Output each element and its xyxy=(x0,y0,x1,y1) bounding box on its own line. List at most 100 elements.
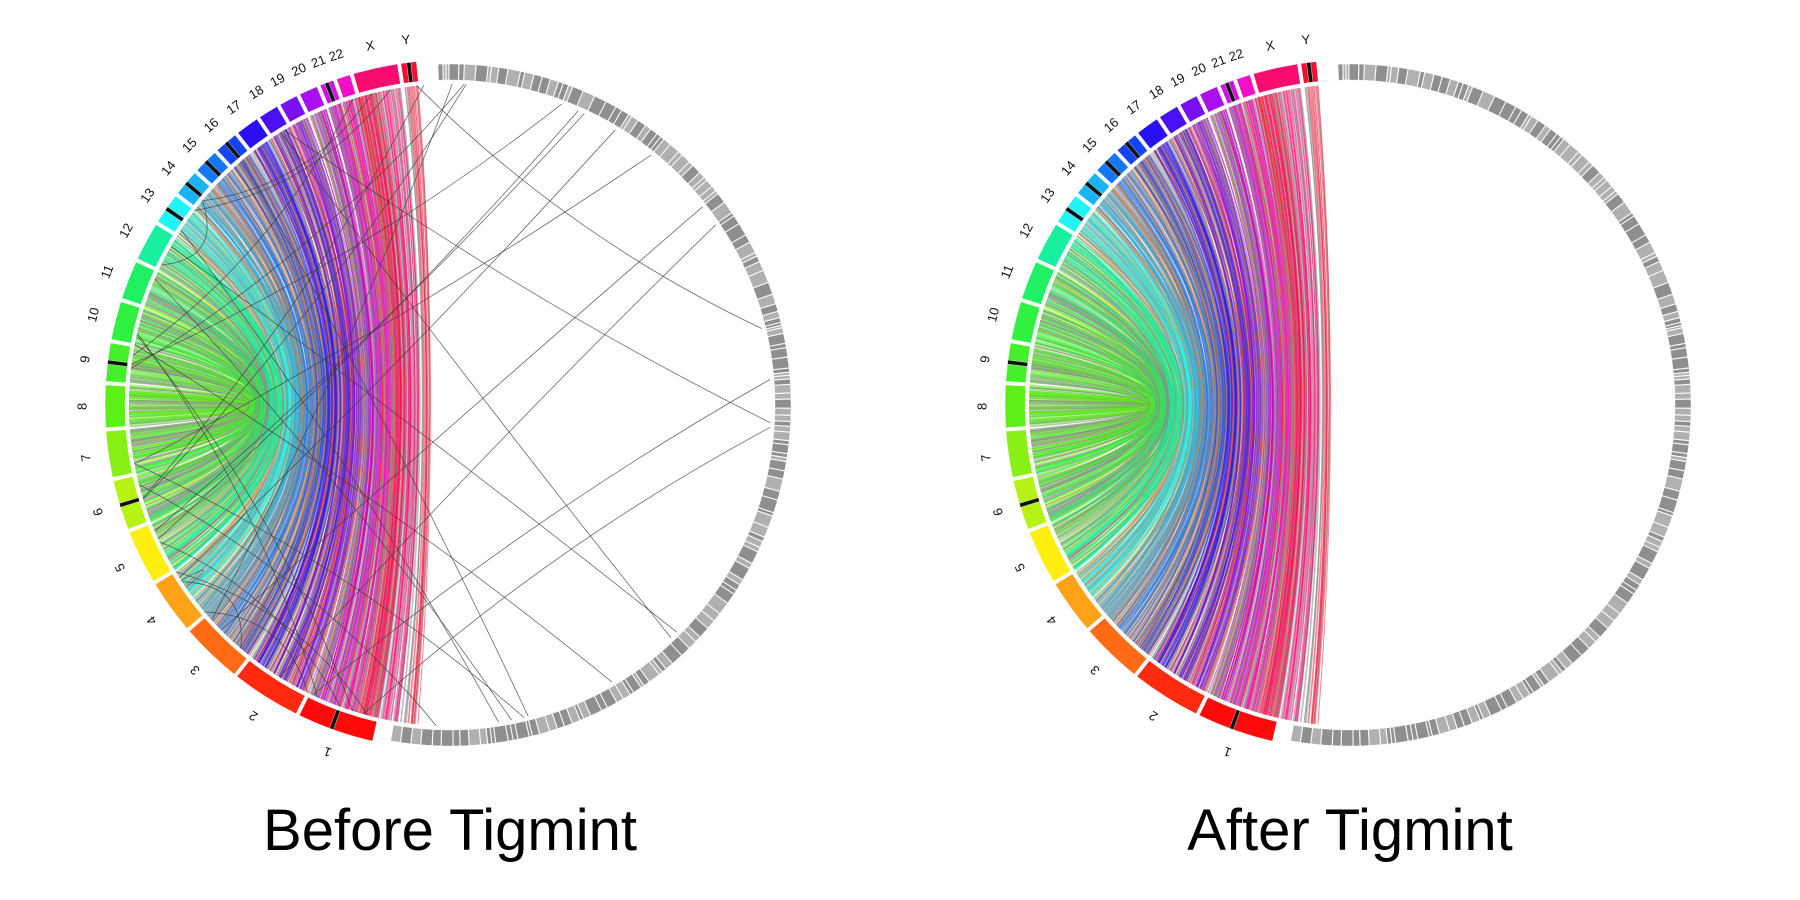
alignment-link xyxy=(366,94,399,716)
chromosome-4 xyxy=(1055,573,1103,629)
misassembly-link xyxy=(202,93,373,202)
assembly-contig xyxy=(1640,252,1657,264)
assembly-contig xyxy=(1667,467,1685,479)
assembly-contig xyxy=(1386,65,1392,83)
assembly-contig xyxy=(525,720,533,737)
assembly-contig xyxy=(449,63,459,81)
assembly-contig xyxy=(649,659,663,675)
chromosome-2 xyxy=(1136,660,1206,715)
assembly-contig xyxy=(1290,724,1303,743)
assembly-contig xyxy=(1661,487,1681,501)
assembly-contig xyxy=(1300,726,1313,744)
assembly-contig xyxy=(446,63,449,81)
assembly-contig xyxy=(773,431,791,441)
misassembly-link xyxy=(181,581,242,649)
alignment-link xyxy=(1132,165,1218,643)
alignment-link xyxy=(310,114,366,695)
assembly-contig xyxy=(629,120,646,139)
assembly-contig xyxy=(517,71,525,89)
assembly-contig xyxy=(1349,63,1359,81)
chromosome-label: 21 xyxy=(309,52,328,71)
assembly-contig xyxy=(769,343,787,351)
assembly-contig xyxy=(762,311,780,322)
assembly-contig xyxy=(1673,379,1691,386)
assembly-contig xyxy=(1657,294,1676,309)
alignment-link xyxy=(143,308,263,504)
chromosome-label: 13 xyxy=(137,185,158,205)
assembly-contig xyxy=(1662,311,1680,322)
chromosome-label: 2 xyxy=(246,708,260,725)
assembly-contig xyxy=(758,495,778,513)
assembly-contig xyxy=(1375,64,1389,83)
alignment-link xyxy=(1221,109,1272,700)
chromosome-label: 5 xyxy=(1012,561,1029,574)
chromosome-7 xyxy=(1005,429,1033,478)
alignment-link xyxy=(1040,315,1160,493)
assembly-contig xyxy=(1445,713,1458,732)
alignment-link xyxy=(302,117,360,691)
centromere xyxy=(164,206,185,222)
alignment-link xyxy=(1164,141,1237,668)
assembly-contig xyxy=(774,384,791,394)
panel-caption-after: After Tigmint xyxy=(1187,798,1513,863)
alignment-link xyxy=(258,145,334,664)
assembly-contig xyxy=(1379,727,1388,745)
misassembly-link xyxy=(132,98,354,356)
assembly-contig xyxy=(453,729,460,747)
alignment-link xyxy=(1169,138,1243,671)
assembly-contig xyxy=(566,86,584,106)
chromosome-label: 2 xyxy=(1146,708,1160,725)
misassembly-link xyxy=(136,332,318,698)
assembly-contig xyxy=(1498,101,1516,122)
assembly-contig xyxy=(557,83,569,101)
alignment-link xyxy=(1238,103,1282,707)
assembly-contig xyxy=(600,688,617,708)
alignment-link xyxy=(1073,238,1179,569)
chromosome-label: 15 xyxy=(1079,135,1100,156)
chromosome-1 xyxy=(299,697,378,742)
assembly-contig xyxy=(1515,680,1531,699)
alignment-link xyxy=(1176,133,1244,676)
chromosome-17 xyxy=(1137,118,1169,149)
assembly-contig xyxy=(1410,723,1418,741)
assembly-contig xyxy=(1459,708,1473,727)
misassembly-links xyxy=(130,83,771,726)
alignment-link xyxy=(244,156,326,653)
chromosome-20 xyxy=(1199,86,1225,113)
alignment-link xyxy=(1048,291,1162,518)
assembly-contig xyxy=(1466,86,1484,106)
chromosome-label: Y xyxy=(1301,32,1312,48)
assembly-contig xyxy=(659,144,679,164)
misassembly-link xyxy=(154,113,585,532)
assembly-contig xyxy=(749,521,769,538)
alignment-link xyxy=(1154,149,1228,661)
alignment-link xyxy=(1265,94,1298,715)
assembly-contig xyxy=(623,116,638,134)
chromosome-label: 11 xyxy=(998,263,1017,281)
alignment-link xyxy=(377,91,408,719)
assembly-contig xyxy=(1359,729,1370,747)
assembly-contig xyxy=(677,161,693,177)
assembly-contig xyxy=(765,322,782,329)
misassembly-link xyxy=(211,83,453,621)
assembly-contig xyxy=(535,715,550,735)
alignment-links xyxy=(1028,85,1331,725)
alignment-link xyxy=(1090,212,1188,595)
assembly-contig xyxy=(1477,90,1495,111)
misassembly-link xyxy=(142,84,467,500)
assembly-contig xyxy=(1643,540,1660,552)
assembly-contig xyxy=(1665,325,1683,332)
assembly-ring xyxy=(390,63,792,747)
assembly-contig xyxy=(545,78,559,98)
assembly-contig xyxy=(1561,643,1582,664)
alignment-link xyxy=(1277,91,1308,719)
assembly-contig xyxy=(718,212,734,225)
assembly-contig xyxy=(1618,212,1634,225)
assembly-contig xyxy=(489,66,499,84)
assembly-contig xyxy=(1428,718,1440,737)
assembly-contig xyxy=(584,695,602,716)
assembly-contig xyxy=(1644,261,1664,277)
chromosome-label: 19 xyxy=(1168,70,1188,90)
assembly-contig xyxy=(1605,193,1625,212)
